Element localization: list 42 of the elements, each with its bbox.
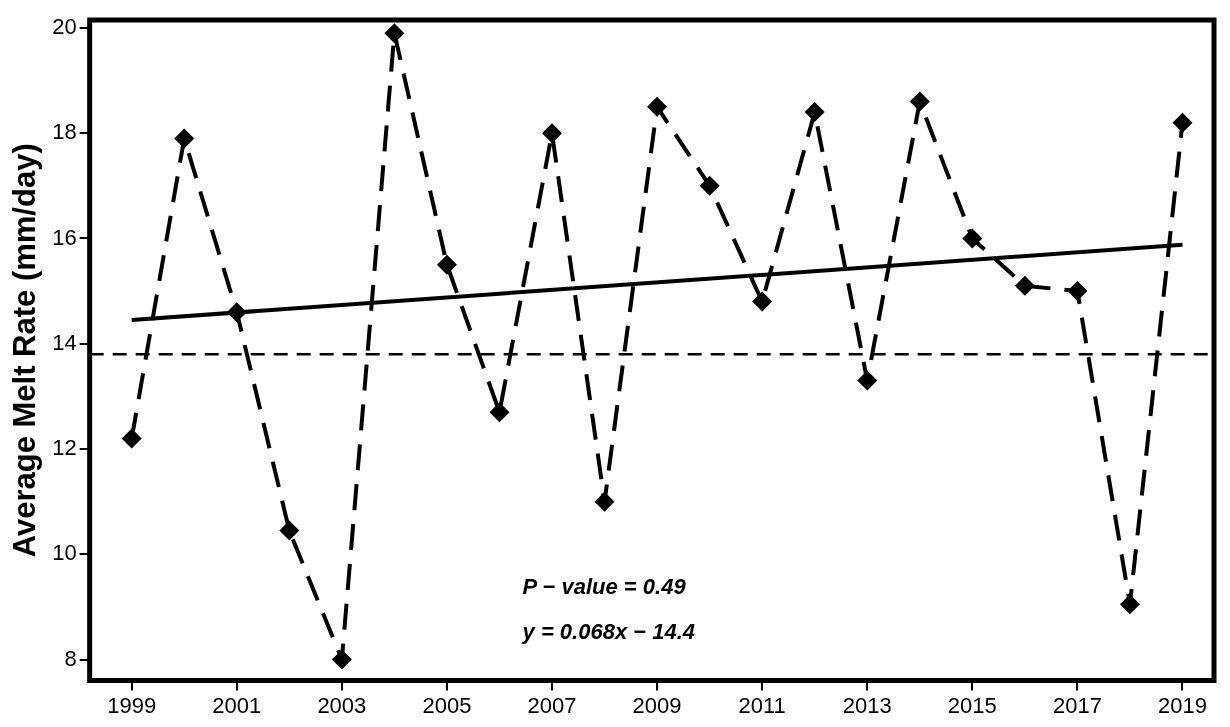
annotation: y = 0.068x − 14.4 bbox=[521, 619, 696, 645]
point bbox=[1067, 281, 1088, 302]
y-tick-label: 12 bbox=[52, 435, 77, 461]
y-tick-label: 8 bbox=[64, 645, 77, 671]
point bbox=[226, 302, 247, 323]
point bbox=[962, 228, 983, 249]
x-tick-label: 2019 bbox=[1158, 692, 1207, 718]
point bbox=[1119, 594, 1140, 615]
y-tick-label: 16 bbox=[52, 224, 77, 250]
x-tick-label: 1999 bbox=[107, 692, 157, 718]
x-tick-label: 2017 bbox=[1052, 692, 1102, 718]
point bbox=[542, 123, 563, 144]
x-tick-label: 2011 bbox=[738, 692, 786, 718]
x-tick-label: 2009 bbox=[632, 692, 682, 718]
x-tick-label: 2003 bbox=[317, 692, 367, 718]
point bbox=[647, 96, 668, 117]
point bbox=[699, 175, 720, 196]
x-tick-label: 2013 bbox=[842, 692, 892, 718]
y-tick-label: 20 bbox=[52, 13, 77, 39]
point bbox=[279, 520, 300, 541]
point bbox=[752, 291, 773, 312]
annotation: P − value = 0.49 bbox=[522, 574, 687, 600]
y-tick-label: 10 bbox=[52, 540, 77, 566]
x-tick-label: 2015 bbox=[947, 692, 997, 718]
point bbox=[489, 402, 510, 423]
point bbox=[121, 428, 142, 449]
y-tick-label: 18 bbox=[52, 119, 77, 145]
y-tick-label: 14 bbox=[52, 329, 77, 355]
y-axis-title: Average Melt Rate (mm/day) bbox=[7, 143, 43, 558]
point bbox=[804, 102, 825, 123]
point bbox=[436, 254, 457, 275]
point bbox=[1172, 112, 1193, 133]
point bbox=[1014, 275, 1035, 296]
x-tick-label: 2007 bbox=[527, 692, 577, 718]
point bbox=[857, 370, 878, 391]
x-tick-label: 2001 bbox=[212, 692, 262, 718]
point bbox=[384, 23, 405, 44]
point bbox=[174, 128, 195, 149]
point bbox=[331, 649, 352, 670]
point bbox=[594, 491, 615, 512]
x-tick-label: 2005 bbox=[422, 692, 472, 718]
point bbox=[909, 91, 930, 112]
